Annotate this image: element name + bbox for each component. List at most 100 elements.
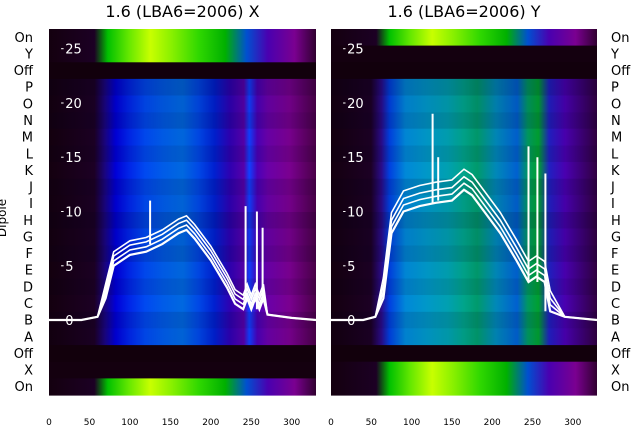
dipole-label-right-6: M [611,131,622,146]
heatmap-row-shade-y-14 [331,262,597,279]
heatmap-row-shade-y-12 [331,228,597,246]
dipole-label-left-7: L [26,147,34,162]
dipole-axis-title: Dipole [0,199,9,237]
dipole-label-left-19: Off [14,347,34,362]
dipole-label-left-14: E [25,264,33,279]
dipole-label-right-16: C [611,297,620,312]
x-tick-label-x-2: 100 [121,418,138,428]
heatmap-row-x-1 [49,45,316,63]
heatmap-row-y-21 [331,378,597,396]
dipole-label-right-9: J [610,181,615,196]
dipole-label-right-10: I [611,197,615,212]
heatmap-row-shade-x-5 [49,112,316,129]
heatmap-row-x-7 [49,145,316,163]
heatmap-row-shade-y-6 [331,129,597,146]
heatmap-row-shade-y-4 [331,95,597,113]
heatmap-row-y-0 [331,29,597,47]
heatmap-row-x-10 [49,195,316,213]
heatmap-row-x-8 [49,162,316,180]
heatmap-row-x-11 [49,212,316,230]
heatmap-row-y-3 [331,78,597,97]
panel-x: 0 50 100 150 200 250 300 0 5 10 15 20 25 1.6 (LBA6=20… [46,2,317,428]
dipole-label-left-16: C [24,297,33,312]
heatmap-row-y-5 [331,112,597,130]
heatmap-row-x-19 [49,345,316,363]
heatmap-row-y-12 [331,228,597,246]
heatmap-row-shade-y-3 [331,78,597,96]
dipole-label-left-12: G [23,231,33,246]
heatmap-row-y-8 [331,162,597,180]
dipole-label-right-7: L [611,147,619,162]
overlay-y-tick-label-y-0: 0 [347,314,355,329]
panel-title-y: 1.6 (LBA6=2006) Y [387,2,540,21]
heatmap-row-y-6 [331,128,597,146]
x-tick-label-x-4: 200 [202,418,219,428]
heatmap-row-y-7 [331,145,597,163]
heatmap-row-x-18 [49,328,316,346]
heatmap-row-y-1 [331,45,597,63]
heatmap-row-x-12 [49,228,316,246]
x-tick-label-x-0: 0 [46,418,52,428]
x-tick-label-y-3: 150 [443,418,460,428]
overlay-y-tick-label-y-5: 25 [347,43,364,58]
heatmap-row-shade-y-9 [331,178,597,196]
overlay-y-tick-label-x-2: 10 [65,206,82,221]
dipole-label-right-11: H [611,214,621,229]
overlay-y-tick-label-x-0: 0 [65,314,73,329]
dipole-label-left-9: J [28,181,33,196]
heatmap-row-shade-x-15 [49,278,316,296]
heatmap-row-y-19 [331,345,597,363]
dipole-label-left-11: H [23,214,33,229]
dipole-label-left-21: On [15,380,33,395]
x-tick-label-y-4: 200 [484,418,501,428]
spectrum-line-x-2 [49,219,317,321]
heatmap-row-x-14 [49,261,316,280]
overlay-y-tick-label-y-2: 10 [347,206,364,221]
dipole-label-right-20: X [611,364,620,379]
heatmap-row-x-2 [49,62,316,80]
heatmap-row-shade-x-3 [49,78,316,96]
spectrum-line-y-1 [331,182,598,321]
heatmap-row-shade-x-12 [49,228,316,246]
dipole-label-right-0: On [611,31,629,46]
dipole-label-right-19: Off [611,347,631,362]
heatmap-row-shade-x-9 [49,178,316,196]
dipole-label-left-4: O [23,97,33,112]
dipole-label-right-1: Y [610,48,619,63]
dipole-label-right-12: G [611,231,621,246]
dipole-label-right-4: O [611,97,621,112]
dipole-label-left-2: Off [14,64,34,79]
dipole-label-left-13: F [26,247,33,262]
heatmap-row-x-0 [49,29,316,47]
overlay-y-tick-label-y-3: 15 [347,151,364,166]
dipole-label-right-2: Off [611,64,631,79]
heatmap-row-shade-y-5 [331,112,597,129]
dipole-label-left-17: B [24,314,33,329]
overlay-y-tick-label-y-4: 20 [347,97,364,112]
spectrum-line-y-3 [331,168,598,321]
heatmap-row-y-18 [331,328,597,346]
dipole-label-left-8: K [24,164,33,179]
heatmap-row-y-9 [331,178,597,196]
heatmap-row-y-2 [331,62,597,80]
heatmap-row-shade-x-13 [49,245,316,262]
dipole-label-left-0: On [15,31,33,46]
heatmap-row-y-13 [331,245,597,263]
heatmap-row-x-3 [49,78,316,97]
x-tick-label-y-2: 100 [403,418,420,428]
spectrum-line-y-2 [331,175,598,321]
dipole-label-right-18: A [611,330,620,345]
spectrum-line-x-3 [49,214,317,321]
heatmap-row-shade-y-13 [331,245,597,262]
dipole-label-left-18: A [24,330,33,345]
heatmap-row-x-21 [49,378,316,396]
heatmap-row-shade-x-10 [49,195,316,212]
heatmap-row-shade-x-4 [49,95,316,113]
heatmap-row-y-20 [331,361,597,379]
heatmap-row-y-16 [331,295,597,313]
heatmap-row-x-6 [49,128,316,146]
panel-title-x: 1.6 (LBA6=2006) X [105,2,259,21]
dipole-label-left-15: D [23,280,33,295]
